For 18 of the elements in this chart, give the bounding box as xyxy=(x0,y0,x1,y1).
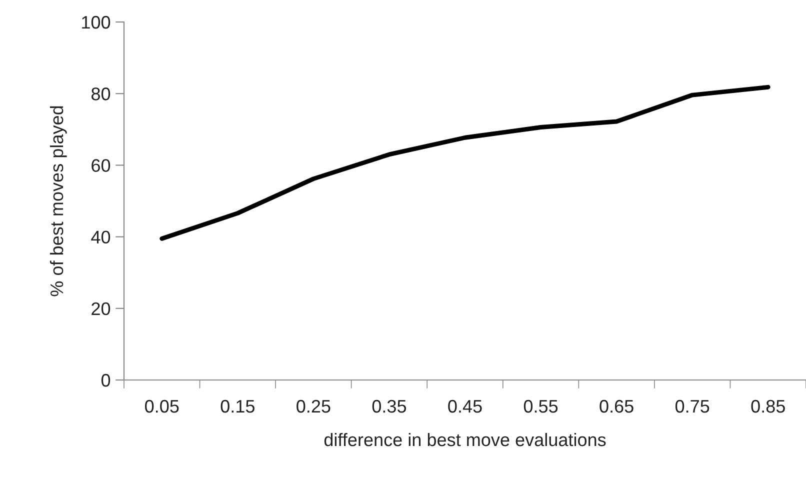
y-tick-label: 60 xyxy=(92,159,110,172)
x-tick-label: 0.25 xyxy=(296,400,330,413)
y-tick-label: 80 xyxy=(92,88,110,100)
x-tick-label: 0.65 xyxy=(600,400,634,413)
y-tick-label: 100 xyxy=(82,16,110,29)
x-tick-label: 0.05 xyxy=(145,400,179,413)
y-tick-label: 20 xyxy=(92,302,110,316)
x-tick-label: 0.35 xyxy=(372,400,406,413)
y-tick-label: 40 xyxy=(91,230,110,244)
x-axis-title: difference in best move evaluations xyxy=(324,432,606,446)
y-tick-label: 0 xyxy=(101,374,110,387)
y-axis-title: % of best moves played xyxy=(50,106,67,296)
x-tick-label: 0.45 xyxy=(448,400,482,413)
x-tick-label: 0.15 xyxy=(220,400,254,413)
x-tick-label: 0.85 xyxy=(751,400,785,413)
x-tick-label: 0.75 xyxy=(675,400,710,413)
x-tick-label: 0.55 xyxy=(524,400,558,413)
line-series xyxy=(160,84,770,241)
